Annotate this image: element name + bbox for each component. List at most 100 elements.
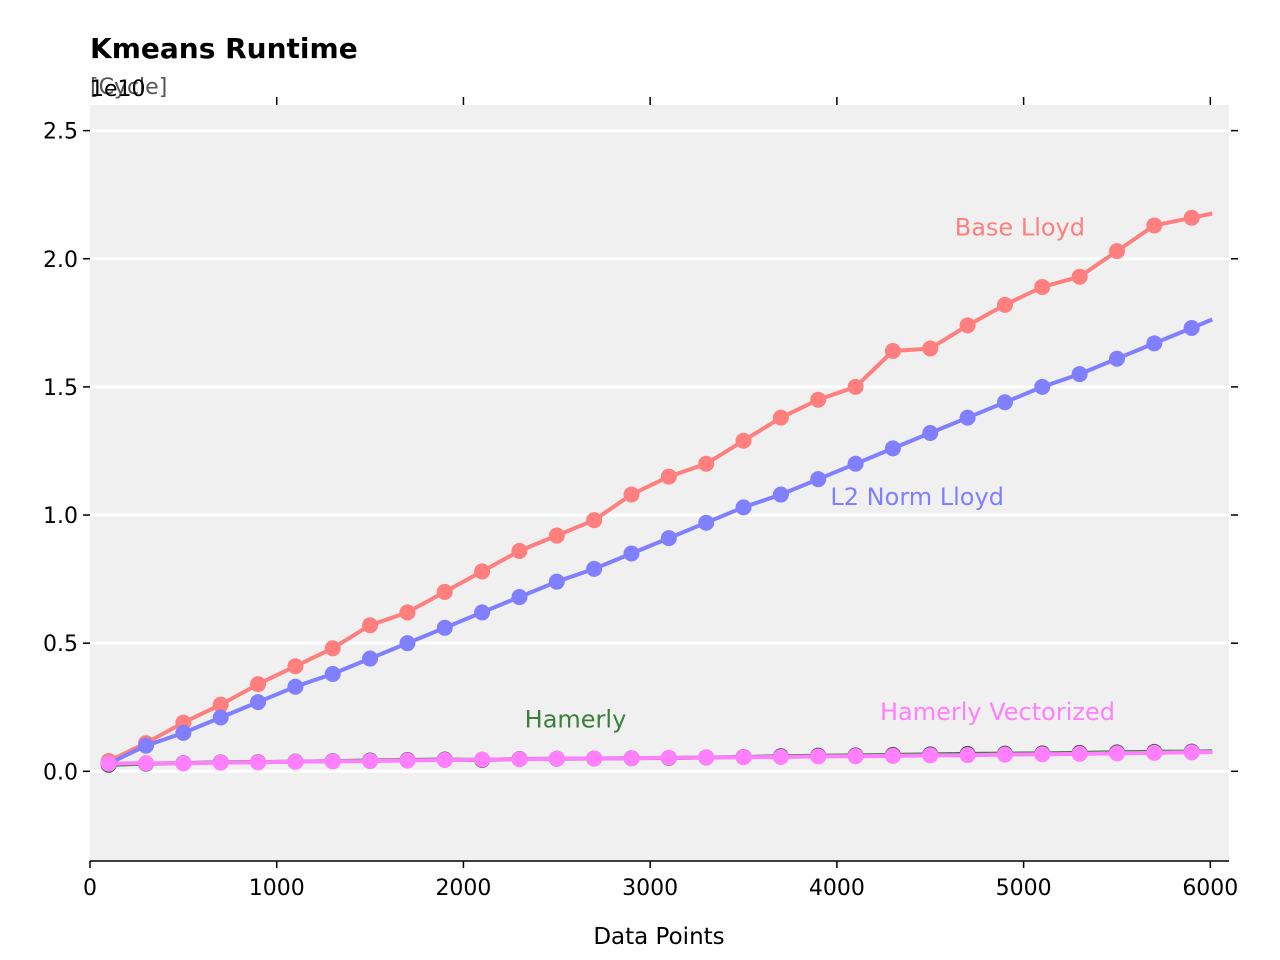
series-3-point-23 xyxy=(959,747,976,764)
series-1-point-14 xyxy=(623,545,640,562)
series-3-point-24 xyxy=(996,746,1013,763)
y-tick-label-0: 0.0 xyxy=(43,760,78,785)
series-0-point-4 xyxy=(250,676,267,693)
series-label-0: Base Lloyd xyxy=(955,214,1085,242)
series-1-point-25 xyxy=(1034,378,1051,395)
series-0-point-25 xyxy=(1034,278,1051,295)
series-0-point-17 xyxy=(735,432,752,449)
series-1-point-17 xyxy=(735,499,752,516)
unit-label: [Cycle] xyxy=(90,75,167,100)
series-3-point-8 xyxy=(399,752,416,769)
series-3-point-7 xyxy=(362,753,379,770)
series-1-point-3 xyxy=(212,709,229,726)
series-1-point-8 xyxy=(399,635,416,652)
series-3-point-3 xyxy=(212,754,229,771)
y-tick-label-4: 2.0 xyxy=(43,248,78,273)
series-1-point-12 xyxy=(548,573,565,590)
series-1-point-5 xyxy=(287,678,304,695)
y-tick-label-2: 1.0 xyxy=(43,504,78,529)
series-0-point-28 xyxy=(1146,217,1163,234)
series-3-point-9 xyxy=(436,752,453,769)
series-0-point-19 xyxy=(810,391,827,408)
series-0-point-26 xyxy=(1071,268,1088,285)
series-3-point-11 xyxy=(511,751,528,768)
x-tick-label-0: 0 xyxy=(83,876,97,901)
x-tick-label-4: 4000 xyxy=(809,876,865,901)
series-0-point-5 xyxy=(287,658,304,675)
series-0-point-15 xyxy=(660,468,677,485)
series-0-point-22 xyxy=(922,340,939,357)
series-0-point-21 xyxy=(884,343,901,360)
series-3-point-14 xyxy=(623,750,640,767)
y-tick-label-1: 0.5 xyxy=(43,632,78,657)
series-0-point-16 xyxy=(698,455,715,472)
series-1-point-19 xyxy=(810,471,827,488)
series-1-point-1 xyxy=(138,737,155,754)
x-tick-label-1: 1000 xyxy=(249,876,305,901)
series-3-point-4 xyxy=(250,754,267,771)
x-tick-label-2: 2000 xyxy=(435,876,491,901)
series-1 xyxy=(100,317,1213,772)
series-3-point-6 xyxy=(324,753,341,770)
series-0-point-20 xyxy=(847,378,864,395)
series-0-point-11 xyxy=(511,542,528,559)
x-tick-label-5: 5000 xyxy=(996,876,1052,901)
series-label-2: Hamerly xyxy=(525,706,627,734)
series-3-point-16 xyxy=(698,749,715,766)
series-0 xyxy=(100,209,1213,770)
y-offset-label: 1e10 xyxy=(90,77,146,102)
series-1-point-13 xyxy=(586,560,603,577)
series-1-point-6 xyxy=(324,665,341,682)
series-3-point-18 xyxy=(772,748,789,765)
series-3-point-26 xyxy=(1071,745,1088,762)
series-label-3: Hamerly Vectorized xyxy=(880,698,1115,726)
series-0-point-23 xyxy=(959,317,976,334)
series-3-point-17 xyxy=(735,749,752,766)
series-1-point-16 xyxy=(698,514,715,531)
series-3-point-22 xyxy=(922,747,939,764)
series-labels: Base Lloyd L2 Norm Lloyd Hamerly Hamerly Ve… xyxy=(525,214,1115,734)
series-1-point-9 xyxy=(436,619,453,636)
series-1-point-7 xyxy=(362,650,379,667)
y-tick-label-5: 2.5 xyxy=(43,120,78,145)
x-axis-label: Data Points xyxy=(593,924,724,950)
chart-title: Kmeans Runtime xyxy=(90,32,358,65)
series-3-point-0 xyxy=(100,755,117,772)
series-1-point-28 xyxy=(1146,335,1163,352)
series-3-point-25 xyxy=(1034,746,1051,763)
series-1-point-24 xyxy=(996,394,1013,411)
series-0-point-6 xyxy=(324,640,341,657)
series-3-point-13 xyxy=(586,750,603,767)
series-3-point-20 xyxy=(847,748,864,765)
series-0-point-24 xyxy=(996,296,1013,313)
series-1-point-21 xyxy=(884,440,901,457)
series-3-point-1 xyxy=(138,755,155,772)
series-1-point-18 xyxy=(772,486,789,503)
series-1-point-29 xyxy=(1183,319,1200,336)
y-tick-label-3: 1.5 xyxy=(43,376,78,401)
series-3-point-12 xyxy=(548,750,565,767)
series-0-point-3 xyxy=(212,696,229,713)
series-1-point-2 xyxy=(175,724,192,741)
series-3-point-21 xyxy=(884,747,901,764)
series-3 xyxy=(100,744,1213,772)
series-1-point-20 xyxy=(847,455,864,472)
series-3-point-5 xyxy=(287,753,304,770)
series-label-1: L2 Norm Lloyd xyxy=(830,483,1004,511)
series-1-point-11 xyxy=(511,589,528,606)
x-tick-label-3: 3000 xyxy=(622,876,678,901)
series-1-point-4 xyxy=(250,694,267,711)
series-0-point-8 xyxy=(399,604,416,621)
series-0-point-13 xyxy=(586,512,603,529)
series-3-point-28 xyxy=(1146,744,1163,761)
series-0-point-9 xyxy=(436,583,453,600)
series-0-point-18 xyxy=(772,409,789,426)
series-0-point-10 xyxy=(474,563,491,580)
series-1-point-23 xyxy=(959,409,976,426)
axes: 0 1000 2000 3000 4000 5000 6000 0.0 0.5 1.0 1.5 2.0… xyxy=(43,97,1238,901)
series-3-point-29 xyxy=(1183,744,1200,761)
series-1-point-22 xyxy=(922,425,939,442)
series-1-point-27 xyxy=(1108,350,1125,367)
series-3-point-27 xyxy=(1108,745,1125,762)
